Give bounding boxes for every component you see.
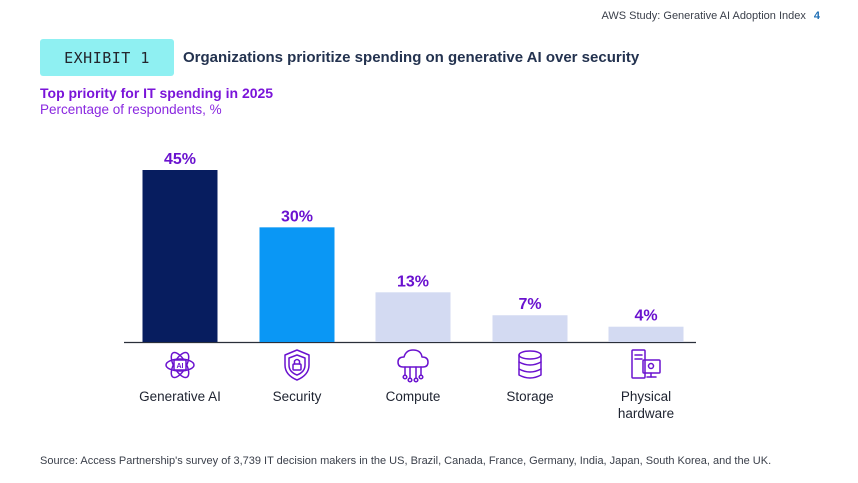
bar-5 [608,326,684,342]
bar-4 [492,315,568,342]
category-label-5: hardware [618,406,674,421]
ai-brain-icon: AI [165,351,195,379]
document-header: AWS Study: Generative AI Adoption Index 4 [601,10,820,22]
category-label-5: Physical [621,389,671,404]
category-label-3: Compute [386,389,441,404]
cloud-compute-icon [397,349,429,383]
svg-text:AI: AI [177,363,184,370]
exhibit-badge: EXHIBIT 1 [40,39,174,76]
hardware-computer-icon [631,349,661,379]
source-note: Source: Access Partnership's survey of 3… [40,455,772,467]
security-shield-icon [284,349,310,381]
category-label-4: Storage [506,389,553,404]
exhibit-title: Organizations prioritize spending on gen… [183,49,640,66]
value-label-4: 7% [518,296,541,313]
bar-3 [375,292,451,342]
value-label-1: 45% [164,151,196,168]
value-label-3: 13% [397,273,429,290]
storage-database-icon [518,350,542,379]
value-label-2: 30% [281,208,313,225]
page-number: 4 [813,10,820,22]
value-label-5: 4% [634,308,657,325]
category-label-2: Security [273,389,322,404]
category-label-1: Generative AI [139,389,221,404]
bar-2 [259,227,335,342]
chart-title: Top priority for IT spending in 2025 [40,85,274,101]
bar-1 [142,170,218,342]
chart-subtitle: Percentage of respondents, % [40,102,222,117]
document-title: AWS Study: Generative AI Adoption Index [601,10,806,22]
